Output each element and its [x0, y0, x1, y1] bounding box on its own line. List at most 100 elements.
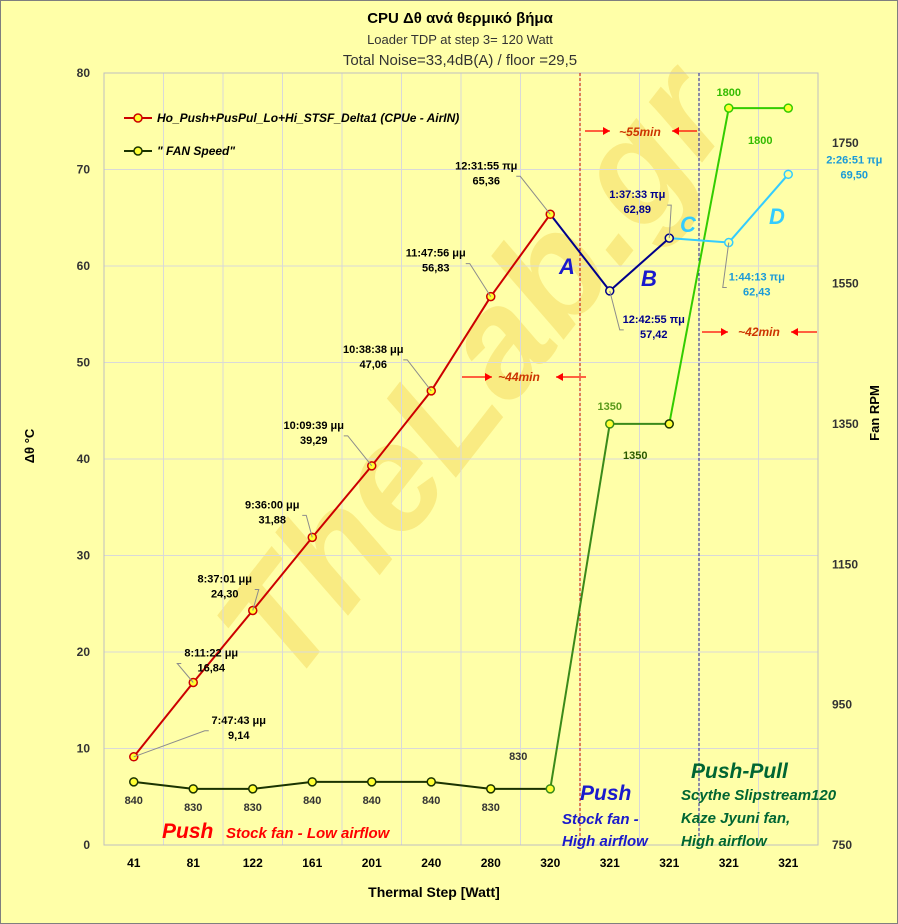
y-axis-title: Δθ °C	[22, 428, 37, 463]
temp-value-label: 39,29	[300, 435, 328, 447]
temp-value-label: 62,89	[623, 204, 651, 216]
push-description: Stock fan - Low airflow	[226, 825, 391, 842]
duration-44min: ~44min	[462, 370, 586, 384]
fan-point	[367, 777, 377, 787]
temp-time-label: 1:44:13 πμ	[729, 272, 785, 284]
y2-tick-label: 1550	[832, 277, 859, 291]
fan-value-label: 840	[363, 795, 381, 807]
temp-time-label: 12:42:55 πμ	[623, 314, 685, 326]
pushpull-title: Push-Pull	[691, 760, 789, 783]
x-tick-label: 81	[187, 856, 201, 870]
temp-time-label: 11:47:56 μμ	[406, 248, 466, 260]
duration-55min-label: ~55min	[619, 125, 661, 139]
x-tick-label: 201	[362, 856, 382, 870]
temp-label-leader	[403, 359, 432, 392]
legend-marker-fan	[133, 146, 143, 156]
temp-time-label: 12:31:55 πμ	[455, 160, 517, 172]
y-tick-label: 60	[77, 259, 91, 273]
chart-subtitle: Loader TDP at step 3= 120 Watt	[367, 32, 553, 47]
temp-time-label: 8:37:01 μμ	[198, 574, 252, 586]
temp-series-segment	[370, 390, 433, 467]
push-title: Push	[162, 820, 213, 843]
temp-label-leader	[609, 290, 624, 331]
temp-label-leader	[667, 204, 672, 239]
temp-value-label: 69,50	[840, 169, 868, 181]
temp-value-label: 47,06	[359, 359, 387, 371]
temp-series-segment	[549, 213, 611, 292]
fan-point	[724, 103, 734, 113]
temp-label-leader	[722, 242, 730, 289]
axes: 0 10 20 30 40 50 60 70 80 750 950 1150 1350 1550 1750 4…	[77, 66, 859, 870]
y-tick-label: 0	[83, 838, 90, 852]
x-tick-label: 320	[540, 856, 560, 870]
temp-value-label: 24,30	[211, 589, 239, 601]
temp-label-leader	[516, 175, 551, 215]
temp-value-label: 16,84	[197, 662, 225, 674]
data-labels-layer: 7:47:43 μμ 9,14 8:11:22 μμ 16,84 8:37:01 μμ 2…	[125, 87, 883, 814]
segment-label-d: D	[769, 204, 785, 229]
temp-value-label: 65,36	[472, 175, 500, 187]
y2-tick-label: 1350	[832, 417, 859, 431]
fan-series-segment	[133, 780, 194, 790]
fan-point	[605, 419, 615, 429]
temp-label-leader	[465, 263, 492, 297]
chart-subtitle-noise: Total Noise=33,4dB(A) / floor =29,5	[343, 52, 577, 69]
x-tick-label: 321	[659, 856, 679, 870]
plot-area	[103, 72, 819, 846]
duration-42min: ~42min	[702, 325, 817, 339]
y2-axis-title: Fan RPM	[867, 385, 882, 441]
fan-point	[545, 784, 555, 794]
temp-series-segment	[727, 173, 790, 244]
fan-value-label: 840	[303, 795, 321, 807]
fan-series-segment	[549, 423, 611, 790]
x-tick-label: 240	[421, 856, 441, 870]
x-axis-title: Thermal Step [Watt]	[368, 884, 500, 900]
temp-time-label: 2:26:51 πμ	[826, 154, 882, 166]
temp-series-segment	[609, 237, 670, 292]
fan-series-segment	[668, 107, 730, 425]
y2-tick-label: 1750	[832, 136, 859, 150]
temp-series-segment	[192, 609, 254, 684]
push2-description-line2: High airflow	[562, 833, 649, 850]
x-tick-label: 161	[302, 856, 322, 870]
fan-value-label: 830	[482, 802, 500, 814]
fan-point	[129, 777, 139, 787]
duration-44min-label: ~44min	[498, 370, 540, 384]
segment-label-a: A	[558, 254, 575, 279]
temp-label-leader	[302, 514, 313, 538]
x-tick-label: 122	[243, 856, 263, 870]
temp-value-label: 9,14	[228, 730, 250, 742]
legend-label-fan: " FAN Speed"	[157, 144, 235, 158]
segment-label-b: B	[641, 266, 657, 291]
y2-tick-label: 750	[832, 838, 852, 852]
x-tick-label: 321	[600, 856, 620, 870]
temp-time-label: 8:11:22 μμ	[184, 647, 238, 659]
fan-point	[783, 103, 793, 113]
temp-value-label: 62,43	[743, 287, 771, 299]
fan-value-label: 1350	[623, 450, 647, 462]
fan-point	[426, 777, 436, 787]
temp-time-label: 1:37:33 πμ	[609, 189, 665, 201]
temp-series-segment	[311, 465, 373, 538]
temp-label-leader	[176, 662, 194, 683]
temp-label-leader	[343, 435, 373, 467]
legend-label-temp: Ho_Push+PusPul_Lo+Hi_STSF_Delta1 (CPUe -…	[157, 111, 459, 125]
pushpull-description-line1: Scythe Slipstream120	[681, 787, 837, 804]
fan-value-label: 840	[125, 795, 143, 807]
pushpull-description-line3: High airflow	[681, 833, 768, 850]
temp-value-label: 57,42	[640, 329, 668, 341]
y-tick-label: 70	[77, 163, 91, 177]
x-tick-label: 280	[481, 856, 501, 870]
temp-series-segment	[132, 681, 195, 758]
y-tick-label: 80	[77, 66, 91, 80]
x-tick-label: 321	[778, 856, 798, 870]
duration-55min: ~55min	[585, 125, 697, 139]
fan-value-label: 1800	[748, 135, 772, 147]
fan-series-segment	[252, 780, 313, 790]
push2-title: Push	[580, 782, 631, 805]
fan-value-label: 830	[244, 802, 262, 814]
legend: Ho_Push+PusPul_Lo+Hi_STSF_Delta1 (CPUe -…	[124, 111, 459, 158]
temp-time-label: 9:36:00 μμ	[245, 499, 299, 511]
